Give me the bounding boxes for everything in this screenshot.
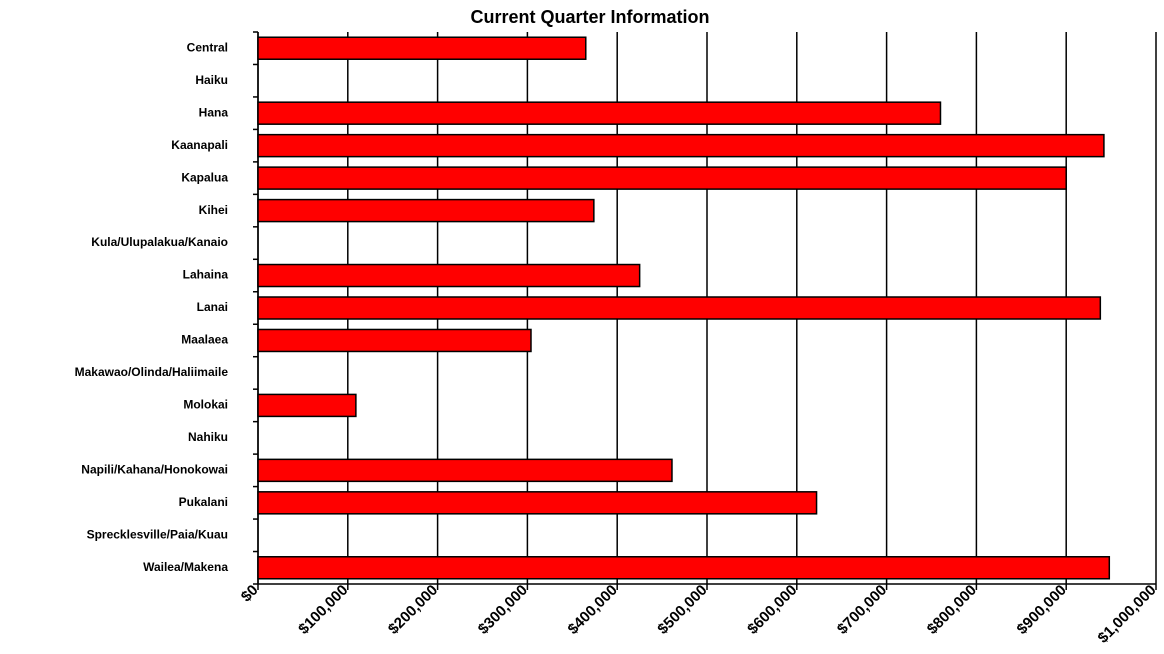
bar xyxy=(257,296,1102,320)
x-tick-label: $400,000 xyxy=(565,582,621,638)
x-tick-label: $200,000 xyxy=(385,582,441,638)
y-tick-label: Kihei xyxy=(199,203,228,217)
bar xyxy=(257,263,641,288)
y-tick-label: Napili/Kahana/Honokowai xyxy=(81,463,228,477)
y-tick-label: Kapalua xyxy=(181,170,228,184)
y-tick-label: Kaanapali xyxy=(171,138,228,152)
x-tick-label: $600,000 xyxy=(744,582,800,638)
x-tick-label: $1,000,000 xyxy=(1095,582,1160,647)
x-tick-label: $700,000 xyxy=(834,582,890,638)
chart-title: Current Quarter Information xyxy=(470,7,709,27)
bar xyxy=(257,491,818,515)
y-tick-label: Lahaina xyxy=(183,268,229,282)
x-tick-label: $300,000 xyxy=(475,582,531,638)
y-tick-label: Wailea/Makena xyxy=(143,560,228,574)
x-tick-label: $800,000 xyxy=(924,582,980,638)
bar xyxy=(257,393,357,418)
y-tick-label: Haiku xyxy=(195,73,228,87)
bar xyxy=(257,36,587,60)
y-tick-label: Maalaea xyxy=(181,333,228,347)
x-tick-label: $900,000 xyxy=(1014,582,1070,638)
y-tick-label: Central xyxy=(187,40,228,54)
x-tick-label: $100,000 xyxy=(295,582,351,638)
bar xyxy=(257,328,532,353)
y-tick-label: Molokai xyxy=(183,398,228,412)
y-tick-label: Kula/Ulupalakua/Kanaio xyxy=(91,235,228,249)
y-tick-label: Nahiku xyxy=(188,430,228,444)
x-tick-label: $500,000 xyxy=(654,582,710,638)
bar xyxy=(257,458,673,483)
bar xyxy=(257,198,595,223)
bar xyxy=(257,101,942,125)
bar xyxy=(257,133,1105,158)
y-tick-label: Pukalani xyxy=(179,495,228,509)
y-tick-label: Makawao/Olinda/Haliimaile xyxy=(75,365,229,379)
y-tick-label: Hana xyxy=(199,105,229,119)
y-tick-label: Lanai xyxy=(197,300,228,314)
bar xyxy=(257,166,1067,190)
bar xyxy=(257,556,1111,580)
y-tick-label: Sprecklesville/Paia/Kuau xyxy=(87,527,228,541)
